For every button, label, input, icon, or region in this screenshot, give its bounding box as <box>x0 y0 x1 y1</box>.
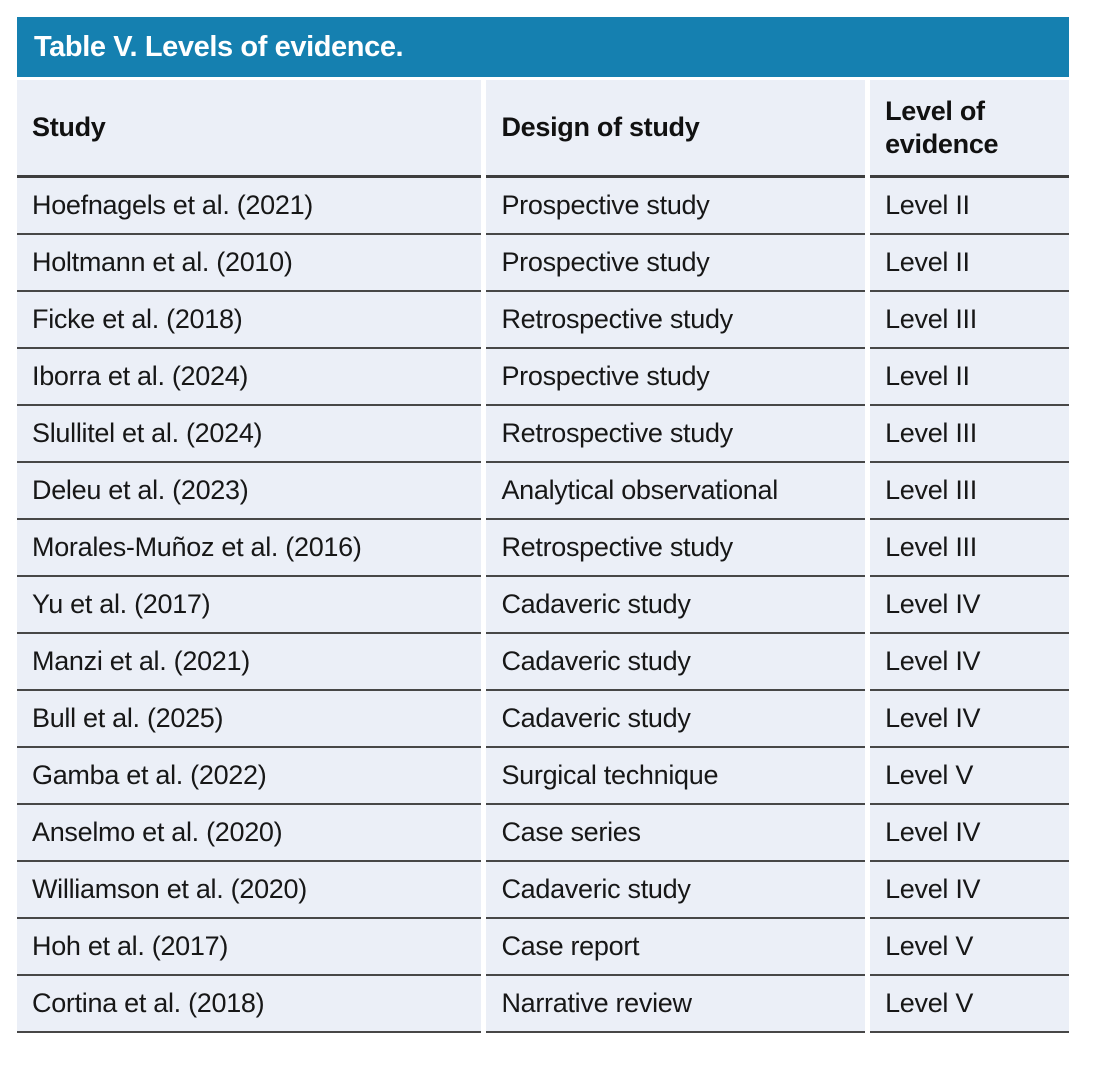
study-cell: Ficke et al. (2018) <box>17 292 482 349</box>
table-row: Manzi et al. (2021) Cadaveric study Leve… <box>17 634 1069 691</box>
study-cell: Gamba et al. (2022) <box>17 748 482 805</box>
table-row: Iborra et al. (2024) Prospective study L… <box>17 349 1069 406</box>
design-cell: Prospective study <box>486 178 866 235</box>
design-cell: Prospective study <box>486 349 866 406</box>
level-cell: Level II <box>870 235 1069 292</box>
table-v-container: Table V. Levels of evidence. Study Desig… <box>17 17 1069 1033</box>
study-cell: Williamson et al. (2020) <box>17 862 482 919</box>
design-cell: Surgical technique <box>486 748 866 805</box>
table-title: Table V. Levels of evidence. <box>34 31 404 63</box>
study-cell: Anselmo et al. (2020) <box>17 805 482 862</box>
level-cell: Level V <box>870 748 1069 805</box>
table-header-row: Study Design of study Level of evidence <box>17 80 1069 178</box>
study-cell: Hoh et al. (2017) <box>17 919 482 976</box>
study-cell: Bull et al. (2025) <box>17 691 482 748</box>
level-cell: Level II <box>870 349 1069 406</box>
table-row: Williamson et al. (2020) Cadaveric study… <box>17 862 1069 919</box>
table-row: Hoh et al. (2017) Case report Level V <box>17 919 1069 976</box>
column-header-study: Study <box>17 80 482 178</box>
column-header-level: Level of evidence <box>870 80 1069 178</box>
level-cell: Level IV <box>870 805 1069 862</box>
level-cell: Level III <box>870 520 1069 577</box>
table-row: Cortina et al. (2018) Narrative review L… <box>17 976 1069 1033</box>
level-cell: Level III <box>870 463 1069 520</box>
level-cell: Level IV <box>870 577 1069 634</box>
study-cell: Holtmann et al. (2010) <box>17 235 482 292</box>
level-cell: Level III <box>870 406 1069 463</box>
table-row: Bull et al. (2025) Cadaveric study Level… <box>17 691 1069 748</box>
level-cell: Level III <box>870 292 1069 349</box>
table-row: Gamba et al. (2022) Surgical technique L… <box>17 748 1069 805</box>
table-row: Slullitel et al. (2024) Retrospective st… <box>17 406 1069 463</box>
level-cell: Level IV <box>870 862 1069 919</box>
levels-of-evidence-table: Study Design of study Level of evidence … <box>12 80 1074 1033</box>
table-row: Deleu et al. (2023) Analytical observati… <box>17 463 1069 520</box>
level-cell: Level IV <box>870 691 1069 748</box>
design-cell: Prospective study <box>486 235 866 292</box>
design-cell: Retrospective study <box>486 520 866 577</box>
column-header-design: Design of study <box>486 80 866 178</box>
design-cell: Cadaveric study <box>486 577 866 634</box>
level-cell: Level V <box>870 919 1069 976</box>
table-row: Hoefnagels et al. (2021) Prospective stu… <box>17 178 1069 235</box>
study-cell: Hoefnagels et al. (2021) <box>17 178 482 235</box>
design-cell: Case report <box>486 919 866 976</box>
table-row: Holtmann et al. (2010) Prospective study… <box>17 235 1069 292</box>
table-row: Morales-Muñoz et al. (2016) Retrospectiv… <box>17 520 1069 577</box>
level-cell: Level V <box>870 976 1069 1033</box>
table-row: Anselmo et al. (2020) Case series Level … <box>17 805 1069 862</box>
study-cell: Slullitel et al. (2024) <box>17 406 482 463</box>
design-cell: Narrative review <box>486 976 866 1033</box>
study-cell: Iborra et al. (2024) <box>17 349 482 406</box>
table-title-bar: Table V. Levels of evidence. <box>17 17 1069 77</box>
study-cell: Manzi et al. (2021) <box>17 634 482 691</box>
table-row: Yu et al. (2017) Cadaveric study Level I… <box>17 577 1069 634</box>
design-cell: Cadaveric study <box>486 691 866 748</box>
level-cell: Level IV <box>870 634 1069 691</box>
design-cell: Cadaveric study <box>486 862 866 919</box>
study-cell: Deleu et al. (2023) <box>17 463 482 520</box>
design-cell: Retrospective study <box>486 292 866 349</box>
design-cell: Analytical observational <box>486 463 866 520</box>
design-cell: Retrospective study <box>486 406 866 463</box>
study-cell: Morales-Muñoz et al. (2016) <box>17 520 482 577</box>
design-cell: Cadaveric study <box>486 634 866 691</box>
table-row: Ficke et al. (2018) Retrospective study … <box>17 292 1069 349</box>
study-cell: Cortina et al. (2018) <box>17 976 482 1033</box>
level-cell: Level II <box>870 178 1069 235</box>
design-cell: Case series <box>486 805 866 862</box>
study-cell: Yu et al. (2017) <box>17 577 482 634</box>
